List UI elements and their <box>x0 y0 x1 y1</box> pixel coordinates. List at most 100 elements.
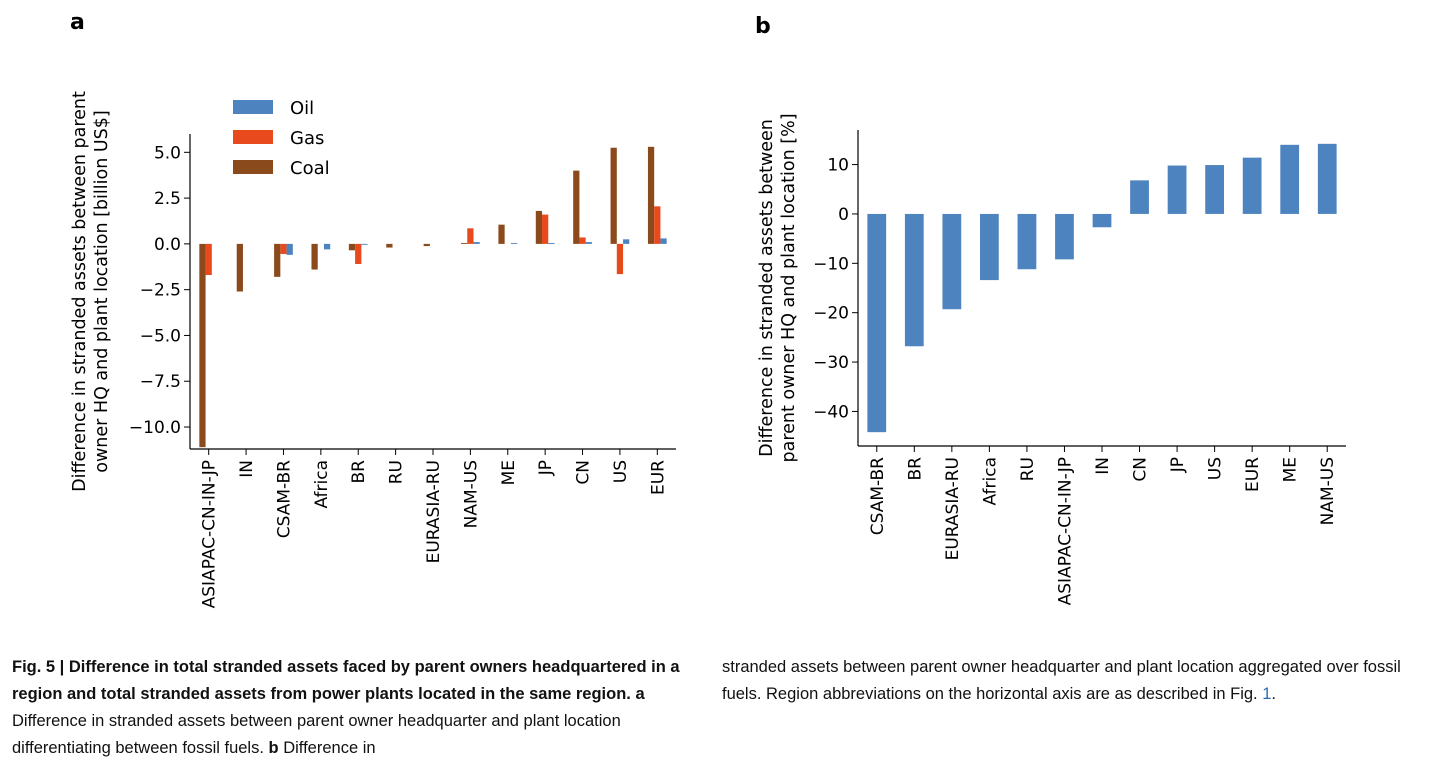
chart-a-legend-swatch-coal <box>233 160 273 174</box>
chart-a-x-tick-label: ME <box>499 460 519 485</box>
chart-a-bar-oil <box>473 242 480 244</box>
chart-b-stranded-assets-percent: 10 0 −10 −20 −30 −40 CSAM-BR BR EURASIA-RU Africa… <box>757 113 1346 605</box>
figure-caption-right: stranded assets between parent owner hea… <box>722 654 1422 708</box>
chart-a-bar-coal <box>610 147 617 244</box>
chart-a-x-tick-label: EUR <box>648 460 668 495</box>
chart-b-bar <box>942 213 962 310</box>
chart-a-bar-coal <box>199 243 206 448</box>
chart-b-x-tick-label: CN <box>1131 457 1151 482</box>
chart-a-legend-label-oil: Oil <box>290 98 314 119</box>
chart-a-bar-gas <box>467 228 474 244</box>
chart-b-x-tick-label: ASIAPAC-CN-IN-JP <box>1055 457 1075 605</box>
chart-a-bar-coal <box>274 243 281 277</box>
chart-b-x-tick-label: IN <box>1093 457 1113 475</box>
chart-a-bar-coal <box>311 243 318 270</box>
chart-a-y-tick-label: 2.5 <box>154 189 181 209</box>
chart-a-x-tick-label: NAM-US <box>461 460 481 528</box>
chart-b-bar <box>1130 180 1149 214</box>
chart-a-bar-gas <box>280 243 287 254</box>
chart-a-x-tick-label: CSAM-BR <box>274 460 294 538</box>
chart-a-bar-oil <box>510 242 518 244</box>
chart-a-x-tick-label: EURASIA-RU <box>424 460 444 563</box>
chart-a-bar-coal <box>573 170 580 244</box>
chart-b-bar <box>904 213 924 347</box>
figure-caption-left: Fig. 5 | Difference in total stranded as… <box>12 654 702 762</box>
chart-a-x-tick-label: RU <box>387 460 407 484</box>
chart-a-legend-label-coal: Coal <box>290 158 330 179</box>
chart-a-bar-oil <box>323 243 331 250</box>
panel-b-label: b <box>755 14 771 39</box>
chart-a-x-tick-label: ASIAPAC-CN-IN-JP <box>200 460 220 608</box>
chart-a-y-tick-label: 5.0 <box>154 143 181 163</box>
chart-a-bar-coal <box>348 243 356 251</box>
chart-b-bar <box>1280 144 1300 214</box>
chart-a-bar-oil <box>585 242 592 244</box>
chart-a-x-tick-label: Africa <box>312 460 332 509</box>
chart-a-y-tick-label: 0.0 <box>154 235 181 255</box>
caption-right-end: . <box>1271 685 1277 703</box>
caption-a-text: Difference in stranded assets between pa… <box>12 712 621 757</box>
chart-a-bar-coal <box>498 224 505 244</box>
chart-a-bar-oil <box>286 243 293 255</box>
chart-a-bar-oil <box>660 238 667 244</box>
caption-title: Fig. 5 | Difference in total stranded as… <box>12 658 680 703</box>
chart-b-x-tick-label: RU <box>1018 457 1038 481</box>
chart-a-bar-oil <box>623 239 630 244</box>
chart-b-bar <box>980 213 999 281</box>
chart-a-y-tick-label: −5.0 <box>140 326 181 346</box>
chart-a-x-tick-label: JP <box>536 460 556 476</box>
chart-a-y-axis-label-line2: owner HQ and plant location [billion US$… <box>92 110 112 472</box>
panel-a-label: a <box>70 10 85 35</box>
chart-a-y-tick-label: −2.5 <box>140 281 181 301</box>
chart-b-bar <box>1242 157 1262 214</box>
chart-a-x-tick-label: CN <box>574 460 594 485</box>
chart-b-x-tick-label: Africa <box>980 457 1000 506</box>
chart-b-y-tick-label: 0 <box>838 205 849 225</box>
chart-b-bar <box>867 213 887 433</box>
chart-a-bar-gas <box>616 243 624 275</box>
chart-a-bar-coal <box>423 243 430 247</box>
chart-a-bar-gas <box>654 206 661 244</box>
chart-b-x-tick-label: NAM-US <box>1318 457 1338 525</box>
chart-b-bar <box>1167 165 1187 214</box>
chart-b-bar <box>1205 165 1224 214</box>
chart-b-x-tick-label: BR <box>905 457 925 481</box>
chart-a-bar-gas <box>542 214 549 244</box>
caption-b-text: Difference in <box>283 739 376 757</box>
chart-b-y-tick-label: −30 <box>813 353 849 373</box>
chart-b-x-tick-label: EUR <box>1243 457 1263 492</box>
chart-a-bar-coal <box>461 242 468 244</box>
chart-a-x-tick-label: BR <box>349 460 369 484</box>
chart-a-bar-coal <box>535 210 543 244</box>
chart-b-bar <box>1017 213 1037 270</box>
chart-b-y-axis-label-line2: parent owner HQ and plant location [%] <box>779 113 799 462</box>
chart-b-bar <box>1055 213 1074 260</box>
chart-a-bar-gas <box>355 243 362 265</box>
chart-b-x-tick-label: EURASIA-RU <box>943 457 963 560</box>
chart-b-y-tick-label: −20 <box>813 304 849 324</box>
chart-a-bar-coal <box>386 243 393 248</box>
chart-b-y-tick-label: 10 <box>827 156 849 176</box>
chart-a-x-tick-label: IN <box>237 460 257 478</box>
chart-b-x-tick-label: ME <box>1281 457 1301 482</box>
chart-b-y-tick-label: −40 <box>813 402 849 422</box>
chart-b-x-tick-label: US <box>1206 457 1226 480</box>
figure-reference-link[interactable]: 1 <box>1262 685 1272 703</box>
chart-a-y-tick-label: −10.0 <box>129 418 181 438</box>
chart-b-bar <box>1317 143 1337 214</box>
chart-a-x-tick-label: US <box>611 460 631 483</box>
chart-b-y-axis-label-line1: Difference in stranded assets between <box>757 119 777 457</box>
caption-right-text: stranded assets between parent owner hea… <box>722 658 1401 703</box>
chart-b-bar <box>1092 213 1112 228</box>
chart-a-legend-swatch-gas <box>233 130 273 144</box>
caption-a-marker: a <box>635 685 645 703</box>
chart-a-y-axis-label-line1: Difference in stranded assets between pa… <box>70 91 90 492</box>
chart-a-bar-gas <box>579 237 586 244</box>
chart-a-legend-label-gas: Gas <box>290 128 324 149</box>
chart-a-legend-swatch-oil <box>233 100 273 114</box>
chart-a-bar-gas <box>205 243 212 276</box>
caption-b-marker: b <box>268 739 279 757</box>
chart-b-x-tick-label: JP <box>1168 457 1188 473</box>
chart-a-bar-oil <box>361 243 368 245</box>
chart-b-x-tick-label: CSAM-BR <box>868 457 888 535</box>
